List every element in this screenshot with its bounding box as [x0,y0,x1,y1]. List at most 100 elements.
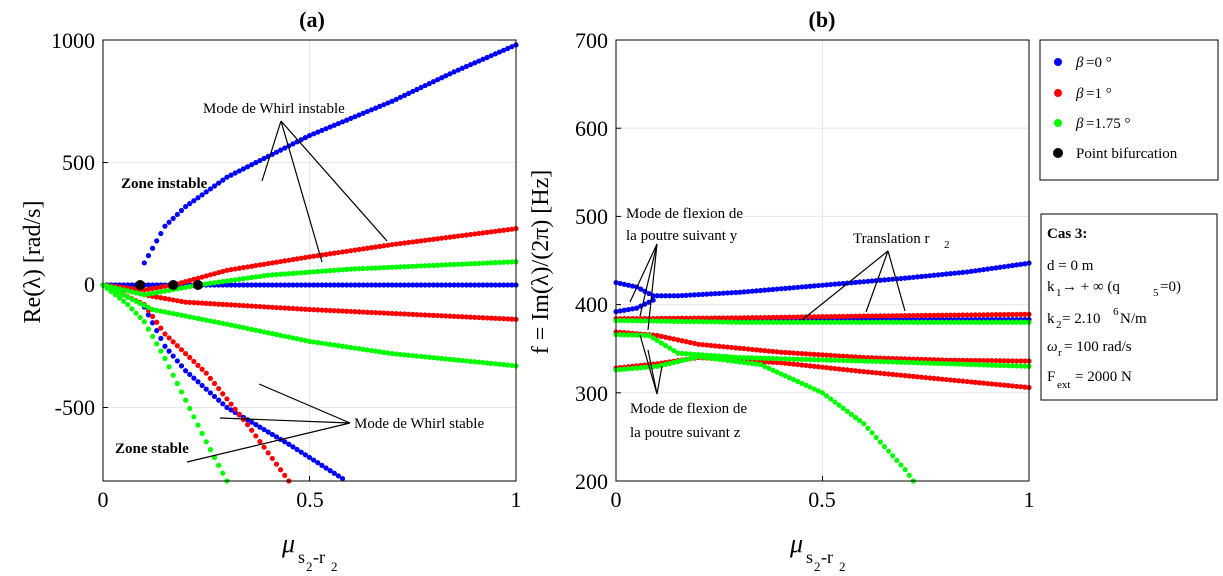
data-point-b-s2-b1 [861,358,867,364]
data-point-b-s2-b1 [757,355,764,361]
data-point-b-s0-b1 [634,305,640,311]
data-point-a-s0-b2 [199,382,205,389]
data-point-a-s0-b1 [282,145,288,151]
info-k2-main: k [1047,311,1055,327]
data-point-a-s2-b1 [323,341,329,347]
data-point-b-s0-b0 [910,274,916,280]
data-point-a-s1-b0 [430,236,436,242]
data-point-b-s2-b1 [650,335,656,341]
data-point-a-s1-b1 [406,311,412,317]
data-point-b-s0-b0 [931,272,937,278]
data-point-b-s0-b0 [708,291,714,297]
data-point-a-s1-b1 [232,302,238,308]
data-point-a-s2-b1 [467,358,474,364]
data-point-a-s1-b0 [269,260,275,266]
data-point-a-s1-b1 [306,306,313,313]
data-point-a-s2-b1 [451,357,457,363]
data-point-a-s2-b0 [443,262,449,268]
data-point-a-s0-b0 [360,282,366,288]
data-point-b-s1-b2 [766,359,772,365]
data-point-b-s1-b2 [890,371,896,378]
data-point-a-s2-b0 [178,285,185,291]
data-point-a-s0-b1 [228,172,234,178]
data-point-b-s1-b2 [1009,383,1016,389]
data-point-a-s1-b1 [352,309,358,315]
data-point-b-s0-b0 [803,284,809,290]
data-point-b-s1-b0 [861,313,867,319]
data-point-a-s0-b0 [368,282,375,288]
data-point-a-s2-b1 [348,344,354,351]
info-box-frame [1040,213,1218,401]
data-point-a-s0-b0 [356,282,362,288]
data-point-b-s1-b1 [811,351,817,357]
data-point-b-s2-b0 [799,319,805,325]
data-point-b-s0-b0 [621,281,627,287]
data-point-b-s2-b1 [857,358,863,364]
panel-label-b: (b) [809,7,836,32]
data-point-b-s0-b0 [976,267,983,273]
xlabel-a-sub: s [298,547,305,567]
data-point-a-s2-b1 [249,326,255,332]
legend-box [1039,39,1219,181]
annot-flexion-y-1: Mode de flexion de [626,206,743,222]
data-point-b-s2-b0 [857,319,863,325]
data-point-a-s1-b0 [298,255,304,261]
data-point-a-s2-b1 [282,333,288,339]
data-point-a-s0-b0 [439,282,445,288]
data-point-a-s0-b2 [306,454,313,461]
data-point-b-s0-b0 [1022,261,1028,267]
data-point-b-s1-b1 [848,354,855,360]
data-point-a-s2-b0 [335,267,342,273]
data-point-b-s2-b0 [745,319,751,325]
data-point-a-s1-b0 [368,245,375,251]
data-point-a-s1-b2 [170,339,176,345]
data-point-a-s0-b0 [476,282,482,288]
data-point-a-s1-b1 [418,312,424,318]
data-point-a-s1-b1 [211,301,218,307]
data-point-a-s2-b0 [439,262,445,268]
data-point-a-s2-b1 [269,331,275,337]
data-point-a-s0-b1 [360,110,366,116]
data-point-a-s0-b0 [145,282,152,288]
data-point-b-s1-b1 [1005,358,1011,364]
data-point-a-s2-b1 [430,355,436,361]
data-point-b-s1-b1 [662,334,669,340]
data-point-a-s0-b1 [501,47,507,53]
data-point-b-s1-b1 [691,340,698,347]
data-point-a-s0-b0 [410,282,416,288]
data-point-a-s2-b0 [331,267,337,273]
data-point-a-s1-b0 [154,285,160,291]
data-point-b-s0-b0 [836,281,842,287]
data-point-a-s0-b0 [484,282,490,288]
data-point-a-s1-b0 [480,230,486,236]
data-point-b-s1-b0 [700,315,706,321]
data-point-b-s0-b0 [885,276,892,283]
data-point-b-s0-b0 [923,273,929,279]
data-point-b-s0-b0 [617,280,623,287]
data-point-b-s1-b2 [885,371,892,377]
data-point-b-s0-b1 [621,307,627,313]
annot-flexion-z-2: la poutre suivant z [630,425,741,441]
data-point-b-s1-b2 [1018,384,1024,390]
data-point-b-s2-b1 [952,361,958,367]
data-point-a-s1-b0 [335,249,342,256]
data-point-a-s1-b0 [282,258,288,264]
data-point-a-s0-b1 [166,219,172,225]
data-point-a-s0-b1 [261,155,267,162]
data-point-a-s2-b1 [240,325,247,331]
info-k1-sub2: 5 [1153,287,1159,299]
data-point-b-s1-b1 [683,339,689,345]
data-point-b-s1-b2 [857,368,863,374]
data-point-a-s1-b2 [183,351,189,357]
data-point-b-s1-b2 [790,361,797,367]
data-point-b-s2-b0 [700,319,706,325]
data-point-b-s2-b1 [844,357,850,364]
data-point-a-s1-b0 [472,231,478,237]
ytick-b-200: 200 [575,469,608,494]
data-point-b-s2-b0 [795,319,801,325]
data-point-b-s1-b1 [667,335,673,341]
data-point-b-s2-b0 [724,319,731,325]
data-point-b-s2-b2 [683,356,689,363]
data-point-b-s0-b0 [968,268,974,274]
data-point-b-s1-b2 [824,365,830,371]
